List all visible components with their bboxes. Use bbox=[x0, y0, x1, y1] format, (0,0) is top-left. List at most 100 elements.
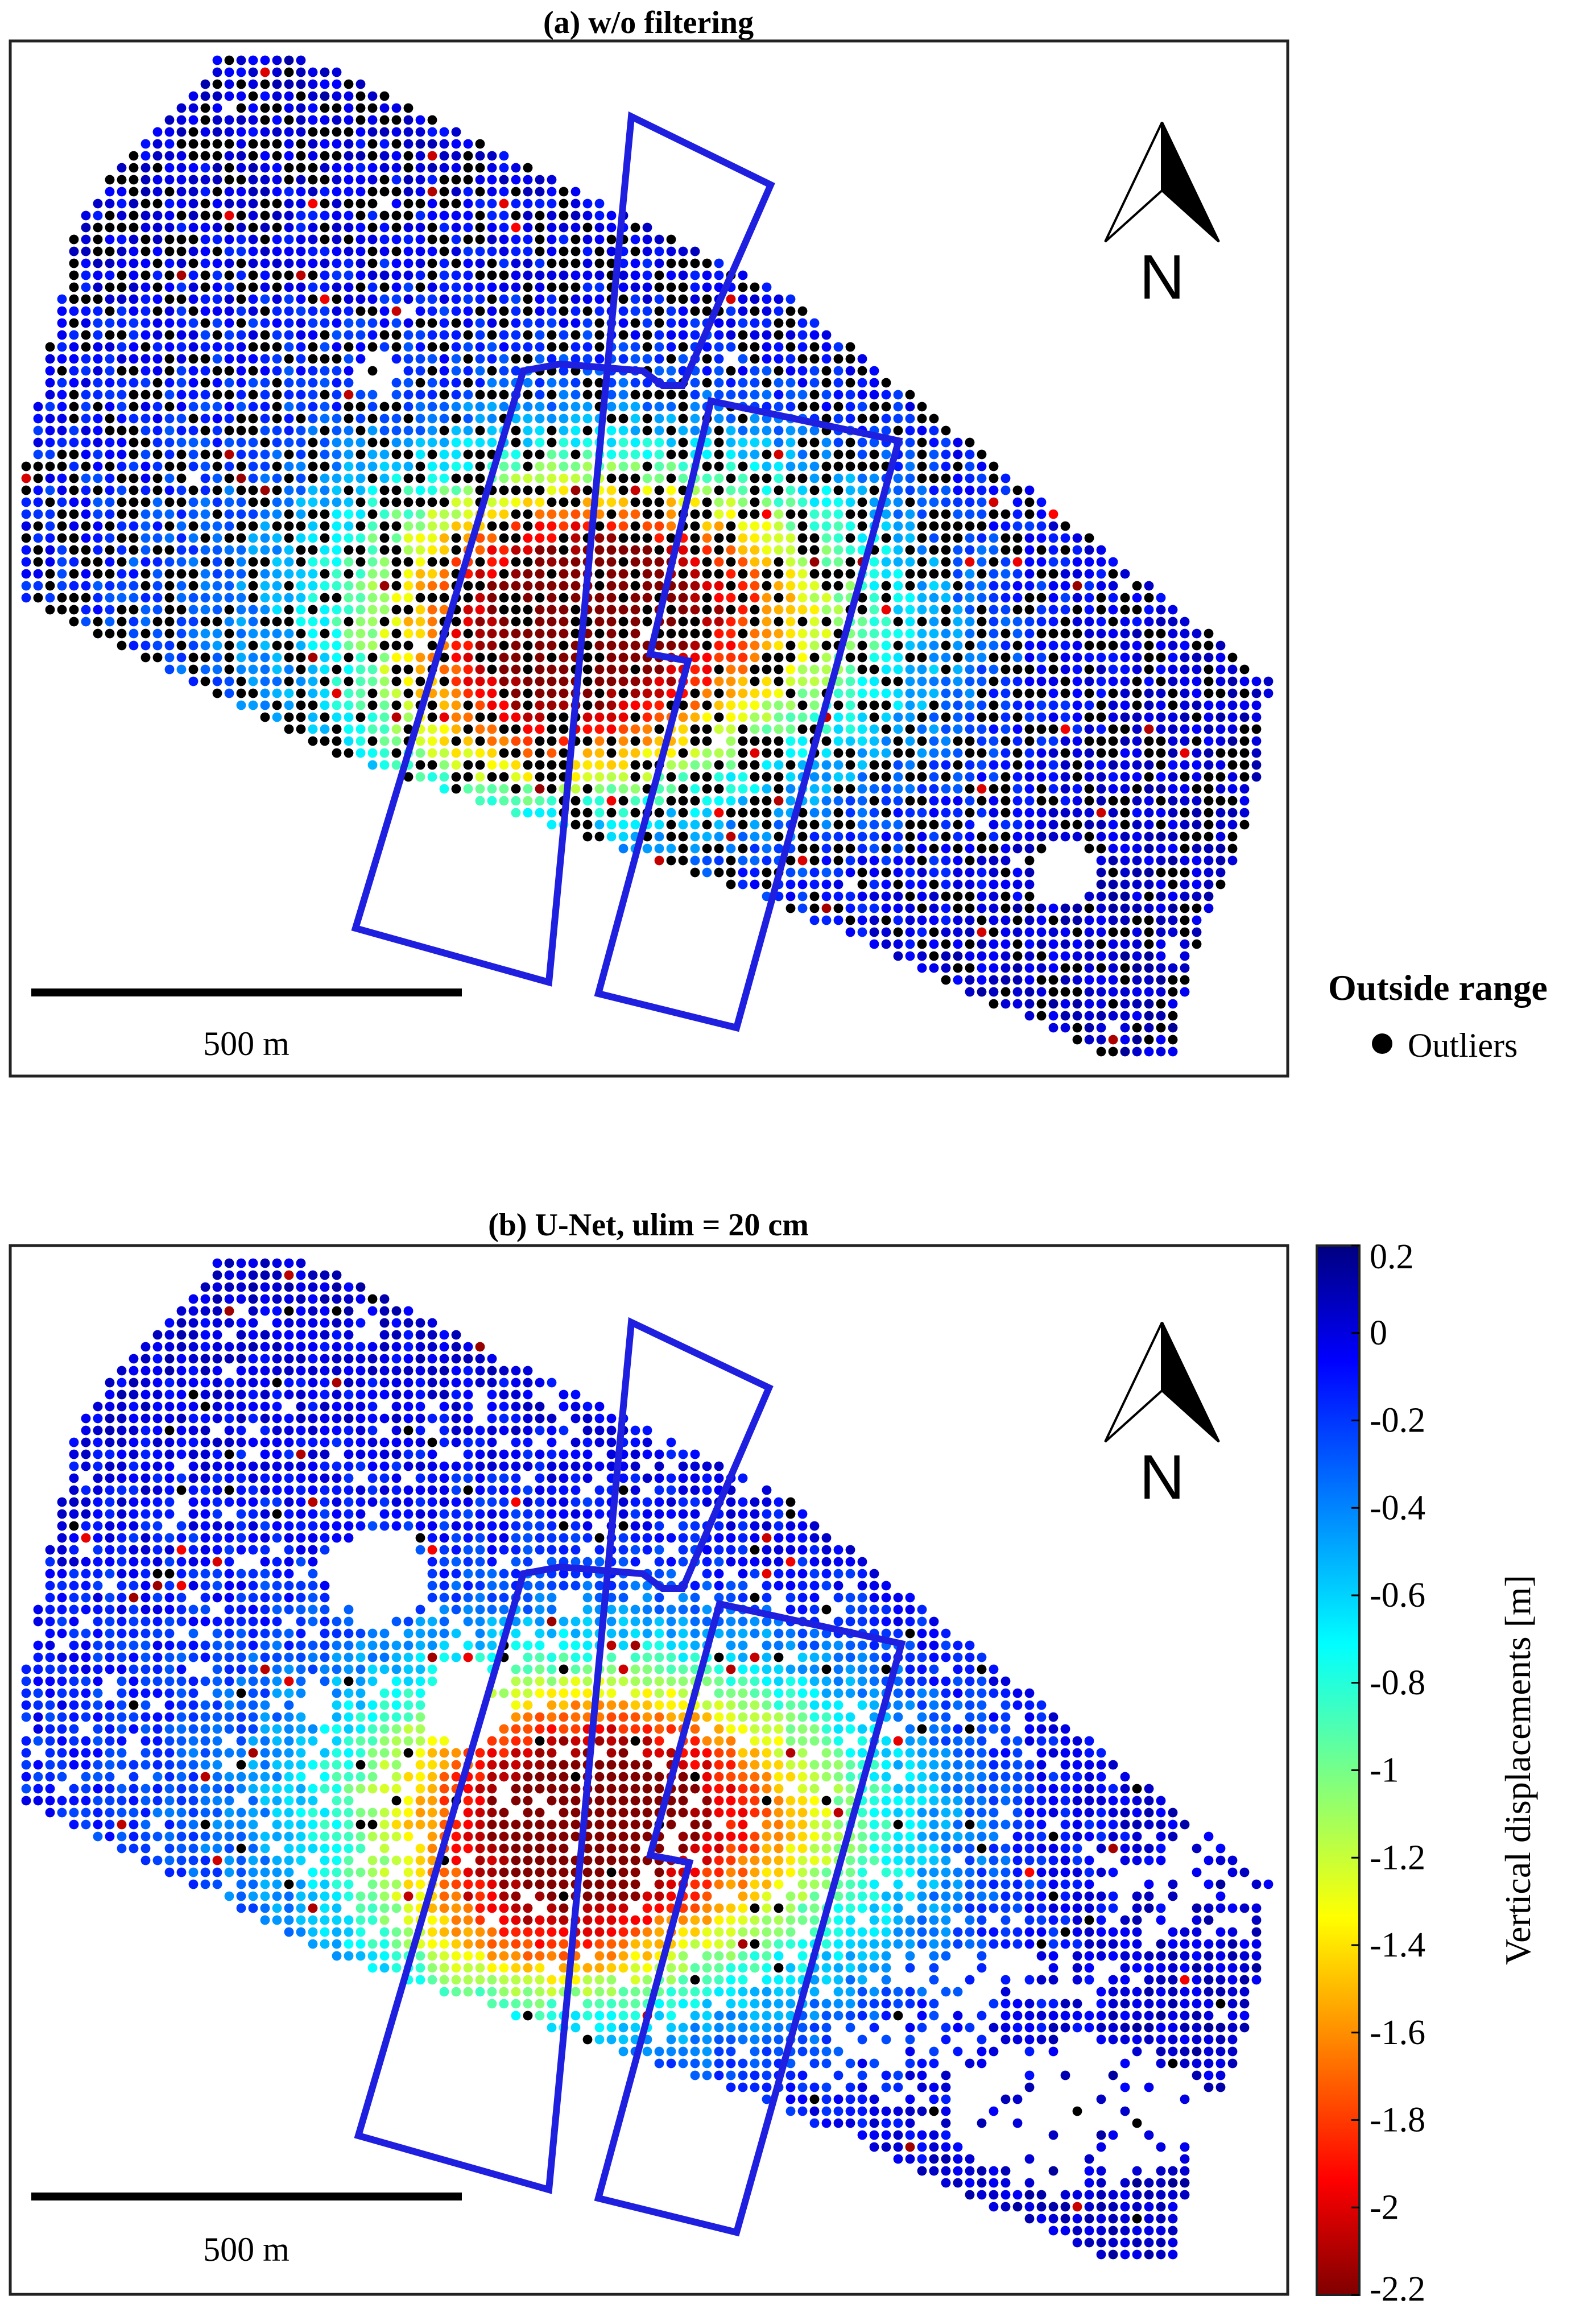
data-point bbox=[415, 485, 425, 495]
data-point bbox=[535, 509, 545, 519]
data-point bbox=[1012, 879, 1023, 890]
data-point bbox=[594, 593, 605, 603]
data-point bbox=[630, 772, 640, 782]
data-point bbox=[523, 760, 533, 770]
data-point bbox=[463, 318, 473, 328]
data-point bbox=[1108, 951, 1118, 961]
data-point bbox=[260, 676, 270, 686]
data-point bbox=[1239, 808, 1250, 818]
data-point bbox=[1060, 832, 1070, 842]
data-point bbox=[929, 485, 939, 495]
data-point bbox=[785, 676, 796, 686]
data-point bbox=[1204, 832, 1214, 842]
data-point bbox=[523, 222, 533, 233]
data-point bbox=[977, 473, 987, 483]
data-point bbox=[941, 676, 951, 686]
data-point bbox=[463, 688, 473, 698]
data-point bbox=[594, 784, 605, 794]
data-point bbox=[523, 497, 533, 507]
data-point bbox=[236, 330, 246, 340]
data-point bbox=[606, 521, 617, 531]
data-point bbox=[81, 557, 91, 567]
data-point bbox=[1036, 963, 1047, 973]
data-point bbox=[1024, 951, 1035, 961]
data-point bbox=[630, 437, 640, 448]
data-point bbox=[642, 330, 652, 340]
data-point bbox=[475, 676, 485, 686]
data-point bbox=[905, 581, 915, 591]
data-point bbox=[582, 784, 593, 794]
data-point bbox=[332, 425, 342, 436]
data-point bbox=[260, 473, 270, 483]
data-point bbox=[917, 915, 927, 925]
data-point bbox=[224, 198, 234, 209]
data-point bbox=[475, 175, 485, 185]
data-point bbox=[523, 163, 533, 173]
data-point bbox=[714, 425, 724, 436]
data-point bbox=[845, 437, 855, 448]
data-point bbox=[427, 724, 437, 734]
data-point bbox=[750, 509, 760, 519]
data-point bbox=[105, 342, 115, 352]
data-point bbox=[977, 700, 987, 710]
data-point bbox=[272, 533, 282, 543]
data-point bbox=[869, 796, 879, 806]
data-point bbox=[57, 557, 67, 567]
data-point bbox=[224, 366, 234, 376]
data-point bbox=[523, 246, 533, 257]
data-point bbox=[630, 509, 640, 519]
data-point bbox=[1108, 843, 1118, 854]
data-point bbox=[69, 449, 79, 460]
data-point bbox=[451, 676, 461, 686]
data-point bbox=[379, 1306, 390, 1316]
data-point bbox=[750, 820, 760, 830]
data-point bbox=[702, 760, 712, 770]
data-point bbox=[690, 808, 700, 818]
data-point bbox=[1048, 999, 1059, 1009]
data-point bbox=[809, 330, 820, 340]
data-point bbox=[630, 724, 640, 734]
data-point bbox=[654, 521, 664, 531]
data-point bbox=[344, 593, 354, 603]
data-point bbox=[320, 79, 330, 89]
data-point bbox=[726, 593, 736, 603]
data-point bbox=[618, 820, 629, 830]
data-point bbox=[1072, 712, 1082, 722]
data-point bbox=[284, 163, 294, 173]
data-point bbox=[1012, 688, 1023, 698]
data-point bbox=[1048, 533, 1059, 543]
data-point bbox=[809, 820, 820, 830]
data-point bbox=[535, 306, 545, 316]
data-point bbox=[81, 437, 91, 448]
data-point bbox=[797, 652, 808, 663]
data-point bbox=[833, 628, 844, 639]
data-point bbox=[857, 509, 867, 519]
data-point bbox=[774, 676, 784, 686]
data-point bbox=[511, 605, 521, 615]
data-point bbox=[296, 354, 306, 364]
data-point bbox=[355, 127, 366, 137]
data-point bbox=[762, 855, 772, 866]
data-point bbox=[881, 915, 891, 925]
data-point bbox=[129, 354, 139, 364]
data-point bbox=[1215, 796, 1226, 806]
data-point bbox=[224, 593, 234, 603]
data-point bbox=[833, 808, 844, 818]
data-point bbox=[344, 91, 354, 101]
data-point bbox=[332, 1294, 342, 1304]
data-point bbox=[929, 461, 939, 471]
data-point bbox=[212, 652, 222, 663]
data-point bbox=[953, 533, 963, 543]
data-point bbox=[415, 628, 425, 639]
data-point bbox=[499, 175, 509, 185]
data-point bbox=[188, 234, 199, 245]
data-point bbox=[1036, 760, 1047, 770]
data-point bbox=[857, 437, 867, 448]
data-point bbox=[1084, 533, 1094, 543]
data-point bbox=[738, 413, 748, 424]
data-point bbox=[451, 497, 461, 507]
data-point bbox=[260, 342, 270, 352]
data-point bbox=[1168, 808, 1178, 818]
data-point bbox=[415, 748, 425, 758]
data-point bbox=[1180, 652, 1190, 663]
